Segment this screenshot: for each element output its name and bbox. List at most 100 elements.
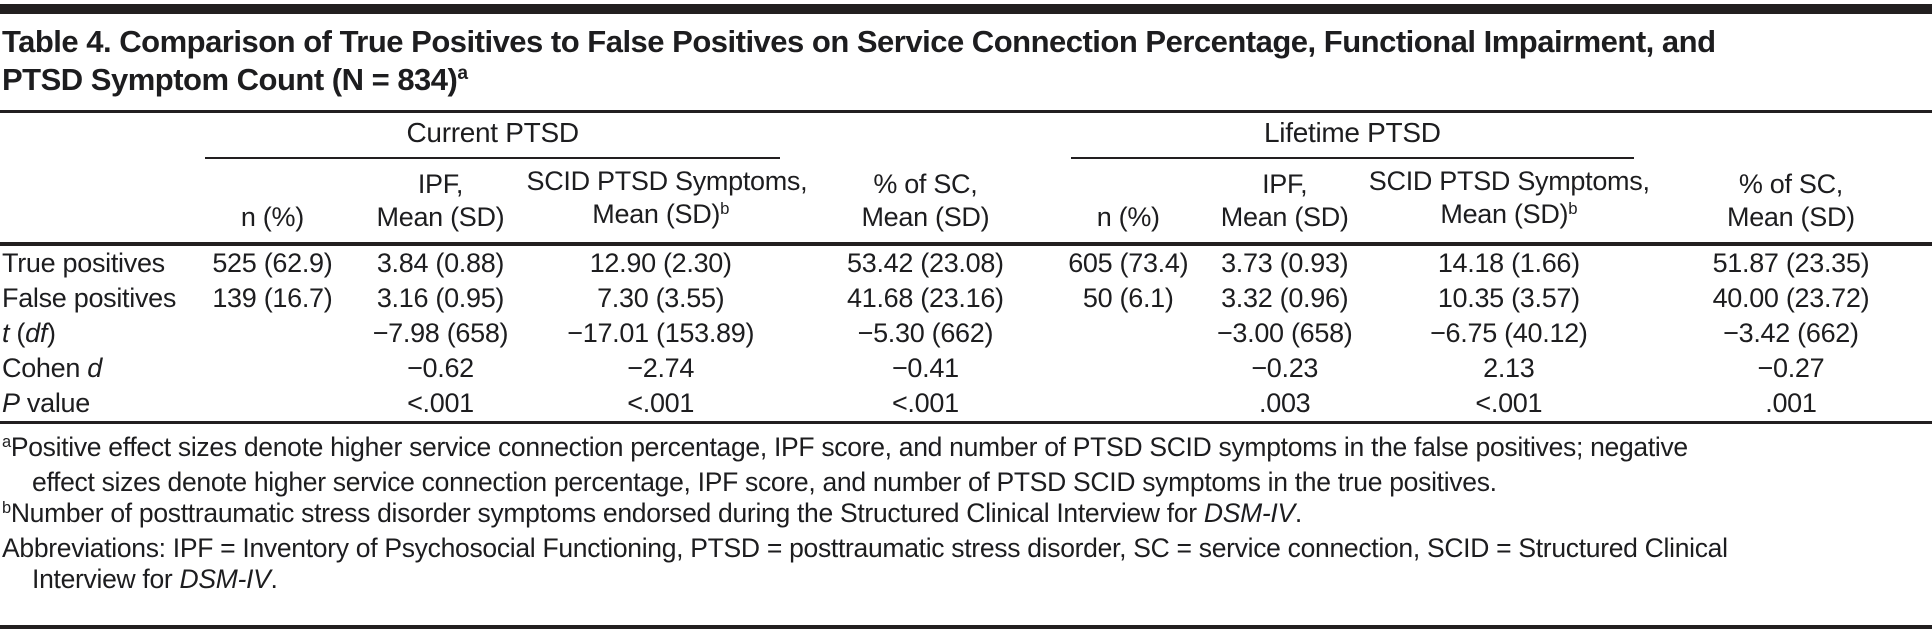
- col-header-n-lifetime: n (%): [1054, 159, 1202, 246]
- table-cell: .003: [1259, 388, 1311, 418]
- table-title-line1: Table 4. Comparison of True Positives to…: [2, 24, 1716, 59]
- table-cell: 605 (73.4): [1068, 248, 1189, 278]
- table-row-p-value: P value <.001 <.001 <.001 .003 <.001 .00…: [0, 386, 1932, 423]
- table-cell: 3.32 (0.96): [1221, 283, 1349, 313]
- col-header-text: Mean (SD): [1440, 199, 1569, 229]
- table-row-t-df: t (df) −7.98 (658) −17.01 (153.89) −5.30…: [0, 316, 1932, 351]
- empty-cell: [0, 159, 190, 246]
- scid-footnote-marker: b: [1568, 198, 1578, 218]
- table-cell: 14.18 (1.66): [1437, 248, 1580, 278]
- empty-cell: [796, 113, 1055, 159]
- table-cell: 50 (6.1): [1082, 283, 1174, 313]
- col-header-sc-current: % of SC, Mean (SD): [795, 159, 1055, 246]
- table-cell: <.001: [891, 388, 959, 418]
- footnotes: aPositive effect sizes denote higher ser…: [0, 424, 1932, 595]
- col-header-text: IPF,: [1262, 169, 1308, 199]
- col-header-text: IPF,: [417, 169, 464, 199]
- table-cell: −2.74: [627, 353, 695, 383]
- table-cell: −3.00 (658): [1216, 318, 1353, 348]
- footnote-b: bNumber of posttraumatic stress disorder…: [2, 498, 1930, 533]
- col-header-ipf-current: IPF, Mean (SD): [355, 159, 526, 246]
- scid-footnote-marker: b: [720, 198, 730, 218]
- col-header-sc-lifetime: % of SC, Mean (SD): [1649, 159, 1932, 246]
- col-header-text: n (%): [1096, 202, 1160, 232]
- row-label: P value: [0, 386, 189, 423]
- table-cell: <.001: [627, 388, 695, 418]
- title-footnote-marker: a: [457, 63, 468, 85]
- row-label-text: ): [47, 318, 56, 348]
- table-cell: 139 (16.7): [212, 283, 333, 313]
- current-ptsd-group-label: Current PTSD: [205, 117, 780, 159]
- footnote-a-marker: a: [2, 432, 11, 451]
- lifetime-ptsd-group-header: Lifetime PTSD: [1055, 113, 1650, 159]
- row-label-text: Cohen: [2, 353, 88, 383]
- table-cell: 525 (62.9): [212, 248, 333, 278]
- col-header-ipf-lifetime: IPF, Mean (SD): [1201, 159, 1368, 246]
- table-figure: Table 4. Comparison of True Positives to…: [0, 4, 1932, 634]
- table-cell: 41.68 (23.16): [847, 283, 1004, 313]
- col-header-n-current: n (%): [189, 159, 356, 246]
- row-label-text: df: [25, 318, 48, 348]
- table-row-false-positives: False positives 139 (16.7) 3.16 (0.95) 7…: [0, 281, 1932, 316]
- col-header-text: Mean (SD): [1727, 202, 1855, 232]
- abbreviations-line1: Abbreviations: IPF = Inventory of Psycho…: [2, 533, 1930, 564]
- col-header-scid-lifetime: SCID PTSD Symptoms, Mean (SD)b: [1367, 159, 1650, 246]
- row-label: False positives: [2, 283, 177, 313]
- col-header-text: Mean (SD): [376, 202, 505, 232]
- lifetime-ptsd-group-label: Lifetime PTSD: [1070, 117, 1634, 159]
- col-header-text: SCID PTSD Symptoms,: [1368, 166, 1650, 196]
- table-cell: [1055, 316, 1202, 351]
- row-label-text: (: [9, 318, 26, 348]
- col-header-text: Mean (SD): [1220, 202, 1349, 232]
- table-cell: 40.00 (23.72): [1712, 283, 1870, 313]
- table-cell: −6.75 (40.12): [1430, 318, 1588, 348]
- table-cell: −0.23: [1251, 353, 1319, 383]
- footnote-a-text: Positive effect sizes denote higher serv…: [10, 432, 1688, 462]
- col-header-text: Mean (SD): [592, 199, 721, 229]
- table-cell: 3.16 (0.95): [376, 283, 505, 313]
- row-label-text: t: [2, 318, 10, 348]
- table-cell: .001: [1765, 388, 1817, 418]
- col-header-text: % of SC,: [873, 169, 978, 199]
- table-cell: [189, 351, 355, 386]
- abbreviations-line2: Interview for DSM-IV.: [2, 564, 1930, 595]
- footnote-b-italic-text: DSM-IV: [1203, 498, 1295, 528]
- row-label: t (df): [0, 316, 189, 351]
- top-rule: [0, 4, 1932, 14]
- table-cell: −0.41: [891, 353, 959, 383]
- table-cell: [1055, 386, 1202, 423]
- column-header-row: n (%) IPF, Mean (SD) SCID PTSD Symptoms, M…: [0, 159, 1932, 246]
- bottom-rule: [0, 625, 1932, 629]
- current-ptsd-group-header: Current PTSD: [189, 113, 796, 159]
- table-cell: [1055, 351, 1202, 386]
- col-header-text: Mean (SD)b: [526, 198, 794, 234]
- col-header-text: SCID PTSD Symptoms,: [526, 166, 808, 196]
- footnote-a-line1: aPositive effect sizes denote higher ser…: [2, 432, 1930, 467]
- row-label: True positives: [2, 248, 165, 278]
- table-cell: −0.62: [407, 353, 474, 383]
- row-label-text: d: [87, 353, 102, 383]
- abbreviations-text: .: [270, 564, 278, 594]
- table-cell: −0.27: [1757, 353, 1825, 383]
- col-header-text: n (%): [240, 202, 304, 232]
- footnote-b-marker: b: [2, 498, 11, 517]
- table-cell: 12.90 (2.30): [589, 248, 732, 278]
- table-cell: −3.42 (662): [1723, 318, 1859, 348]
- abbreviations-text: Abbreviations: IPF = Inventory of Psycho…: [2, 533, 1728, 563]
- table-cell: 10.35 (3.57): [1437, 283, 1580, 313]
- table-cell: −17.01 (153.89): [567, 318, 755, 348]
- table-row-cohen-d: Cohen d −0.62 −2.74 −0.41 −0.23 2.13 −0.…: [0, 351, 1932, 386]
- col-header-text: % of SC,: [1738, 169, 1843, 199]
- table-cell: 7.30 (3.55): [597, 283, 725, 313]
- table-cell: 3.84 (0.88): [376, 248, 505, 278]
- col-header-text: Mean (SD): [861, 202, 990, 232]
- row-label-text: value: [19, 388, 90, 418]
- empty-cell: [0, 113, 189, 159]
- col-header-scid-current: SCID PTSD Symptoms, Mean (SD)b: [525, 159, 808, 246]
- table-row-true-positives: True positives 525 (62.9) 3.84 (0.88) 12…: [0, 244, 1932, 281]
- row-label: Cohen d: [0, 351, 189, 386]
- table-title: Table 4. Comparison of True Positives to…: [0, 23, 1932, 113]
- table-cell: <.001: [1475, 388, 1543, 418]
- table-cell: 3.73 (0.93): [1221, 248, 1349, 278]
- table-cell: −5.30 (662): [857, 318, 994, 348]
